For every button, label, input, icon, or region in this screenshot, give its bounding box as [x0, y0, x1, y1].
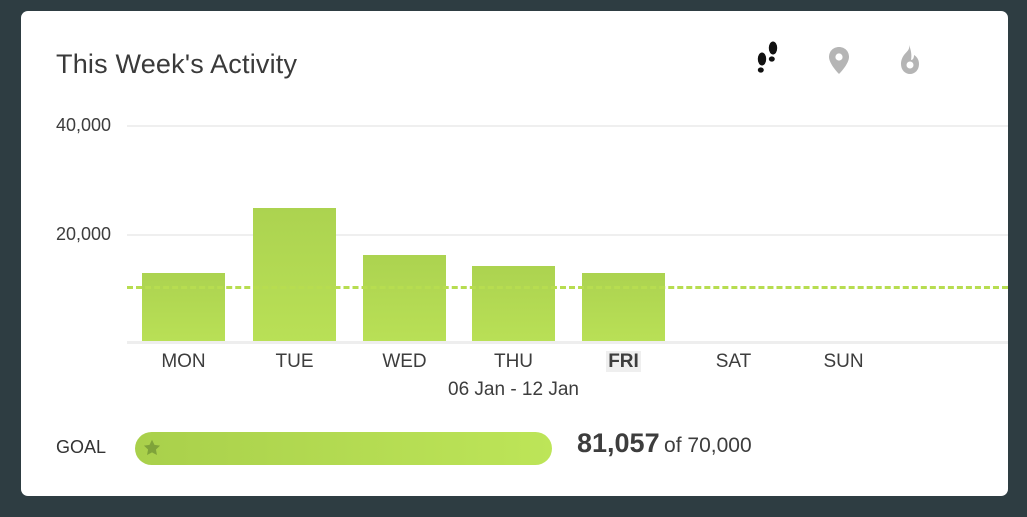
goal-target: of 70,000 — [664, 434, 752, 457]
y-tick-20000: 20,000 — [56, 224, 112, 244]
date-range: 06 Jan - 12 Jan — [448, 379, 579, 400]
bar-thu[interactable] — [472, 266, 555, 342]
bar-wed[interactable] — [363, 255, 446, 342]
footsteps-icon[interactable] — [748, 39, 788, 79]
x-label-sun: SUN — [823, 351, 864, 372]
card-title: This Week's Activity — [56, 49, 298, 79]
bar-chart: 40,000 20,000 MON TUE WED THU FRI SAT SU… — [21, 11, 1008, 411]
bar-mon[interactable] — [142, 273, 225, 342]
x-label-thu: THU — [493, 351, 534, 372]
y-tick-40000: 40,000 — [56, 115, 112, 135]
bar-fri[interactable] — [582, 273, 665, 342]
gridline-40000 — [127, 125, 1008, 127]
location-pin-icon[interactable] — [819, 39, 859, 79]
goal-label: GOAL — [56, 437, 107, 457]
star-icon — [143, 439, 161, 456]
goal-value: 81,057 of 70,000 — [577, 428, 752, 459]
x-label-wed: WED — [382, 351, 427, 372]
x-label-sat: SAT — [715, 351, 752, 372]
x-label-mon: MON — [161, 351, 206, 372]
activity-card: This Week's Activity 40,000 20,000 — [21, 11, 1008, 496]
bar-tue[interactable] — [253, 208, 336, 342]
flame-icon[interactable] — [889, 39, 929, 79]
goal-line — [127, 286, 1008, 289]
x-label-tue: TUE — [275, 351, 314, 372]
goal-current: 81,057 — [577, 428, 660, 458]
x-label-fri: FRI — [582, 351, 665, 373]
x-axis-baseline — [127, 341, 1008, 344]
x-label-fri-text: FRI — [606, 351, 641, 372]
gridline-20000 — [127, 234, 1008, 236]
goal-progress-bar — [135, 432, 552, 465]
